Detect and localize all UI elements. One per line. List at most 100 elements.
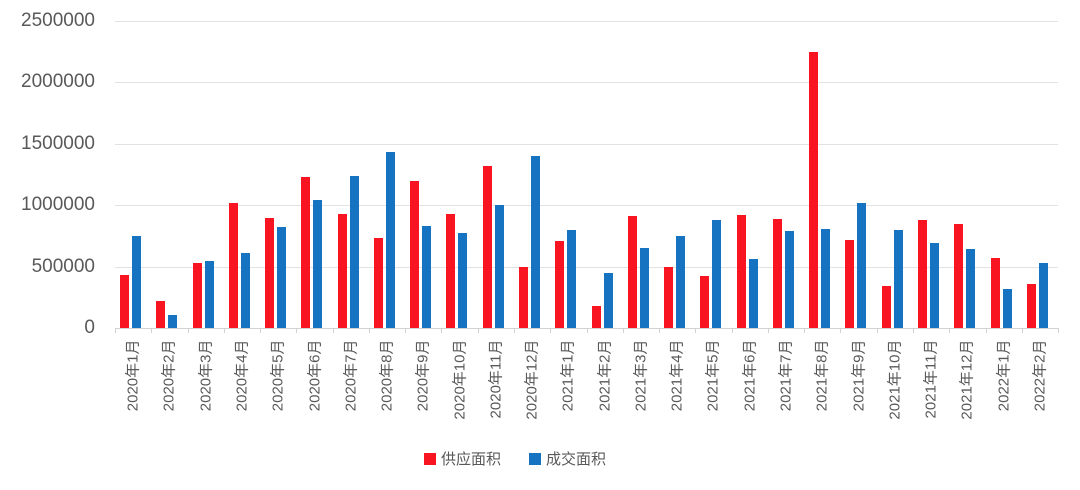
x-tick-label: 2020年8月	[378, 339, 396, 411]
x-tick-label: 2021年1月	[559, 339, 577, 411]
bar-transaction-2021年8月	[821, 228, 831, 328]
bar-transaction-2020年6月	[313, 200, 323, 328]
gridline	[115, 82, 1058, 84]
x-axis-tick	[1058, 328, 1059, 333]
x-tick-label: 2021年5月	[704, 339, 722, 411]
x-axis-tick	[695, 328, 697, 333]
x-tick-label: 2021年8月	[813, 339, 831, 411]
bar-supply-2021年4月	[664, 266, 673, 328]
x-axis-tick	[586, 328, 588, 333]
bar-supply-2020年3月	[192, 262, 202, 328]
gridline	[115, 205, 1058, 207]
bar-transaction-2020年2月	[168, 314, 178, 328]
x-axis-tick	[876, 328, 878, 333]
x-tick-label: 2020年4月	[233, 339, 251, 411]
x-axis-tick	[912, 328, 914, 333]
bar-supply-2022年2月	[1026, 283, 1036, 328]
legend-item-transaction-area: 成交面积	[529, 452, 606, 467]
x-tick-label: 2020年7月	[342, 339, 360, 411]
bar-supply-2020年9月	[410, 180, 420, 328]
x-tick-label: 2020年11月	[487, 339, 505, 418]
bar-transaction-2021年7月	[784, 231, 794, 328]
y-tick-label: 2500000	[21, 10, 95, 31]
x-tick-label: 2021年11月	[922, 339, 940, 418]
x-axis-tick	[477, 328, 479, 333]
bar-transaction-2021年1月	[567, 229, 577, 328]
bar-supply-2021年5月	[700, 276, 710, 328]
bar-supply-2021年8月	[809, 51, 819, 328]
bar-transaction-2021年6月	[748, 259, 758, 328]
x-axis-tick	[405, 328, 407, 333]
bar-supply-2021年12月	[954, 223, 964, 328]
x-axis-tick	[767, 328, 769, 333]
bar-transaction-2021年2月	[603, 272, 613, 328]
bar-supply-2021年7月	[772, 218, 782, 328]
bar-supply-2020年7月	[337, 213, 347, 328]
bar-transaction-2020年12月	[531, 156, 540, 328]
x-tick-label: 2020年5月	[269, 339, 287, 411]
x-axis-tick	[985, 328, 987, 333]
x-axis-tick	[260, 328, 262, 333]
bar-transaction-2022年2月	[1038, 262, 1048, 328]
x-tick-label: 2021年7月	[777, 339, 795, 411]
x-axis-tick	[804, 328, 806, 333]
x-axis-tick	[187, 328, 189, 333]
bar-supply-2020年11月	[482, 165, 492, 328]
x-tick-label: 2020年2月	[160, 339, 178, 411]
x-axis-tick	[514, 328, 515, 333]
bar-supply-2021年6月	[736, 215, 746, 328]
x-axis-tick	[368, 328, 370, 333]
bar-transaction-2021年11月	[929, 243, 939, 328]
bar-transaction-2021年9月	[857, 202, 867, 328]
bar-transaction-2020年4月	[240, 253, 250, 328]
x-tick-label: 2020年12月	[523, 339, 541, 420]
bar-transaction-2021年4月	[676, 235, 685, 328]
bar-supply-2021年1月	[555, 240, 565, 328]
bar-supply-2021年2月	[591, 305, 601, 328]
bar-supply-2021年9月	[845, 239, 855, 328]
x-tick-label: 2020年10月	[451, 339, 469, 420]
y-tick-label: 2000000	[21, 71, 95, 93]
x-tick-label: 2021年12月	[958, 339, 976, 420]
x-tick-label: 2021年4月	[668, 339, 686, 411]
bar-transaction-2020年9月	[422, 226, 432, 328]
x-axis-tick	[840, 328, 842, 333]
bar-transaction-2020年11月	[494, 205, 504, 328]
bar-supply-2020年8月	[373, 238, 383, 328]
x-tick-label: 2022年2月	[1031, 339, 1049, 411]
bar-transaction-2020年1月	[132, 235, 141, 328]
legend-swatch-transaction-icon	[529, 453, 541, 465]
bar-transaction-2020年7月	[349, 175, 359, 328]
bar-transaction-2020年8月	[385, 152, 395, 328]
x-tick-label: 2020年9月	[414, 339, 432, 411]
bar-supply-2022年1月	[990, 258, 1000, 328]
x-tick-label: 2021年6月	[741, 339, 759, 411]
legend-item-supply-area: 供应面积	[423, 452, 501, 467]
x-axis-tick	[622, 328, 624, 333]
x-axis-tick	[949, 328, 951, 333]
bar-transaction-2022年1月	[1002, 288, 1012, 328]
x-tick-label: 2021年3月	[632, 339, 650, 411]
bar-transaction-2021年10月	[893, 229, 903, 328]
y-tick-label: 1000000	[21, 194, 95, 216]
legend-swatch-supply-icon	[423, 453, 436, 465]
bar-supply-2020年6月	[301, 177, 311, 328]
bar-transaction-2021年5月	[712, 219, 722, 328]
x-axis-tick	[296, 328, 298, 333]
x-axis-tick	[1021, 328, 1023, 333]
x-tick-label: 2021年9月	[850, 339, 867, 411]
x-tick-label: 2022年1月	[995, 339, 1013, 411]
x-tick-label: 2021年10月	[886, 339, 904, 420]
y-tick-label: 500000	[31, 255, 95, 277]
y-tick-label: 1500000	[21, 132, 95, 154]
gridline	[115, 143, 1058, 145]
gridline	[115, 21, 1058, 22]
x-axis-tick	[731, 328, 733, 333]
x-tick-label: 2021年2月	[596, 339, 614, 411]
bar-transaction-2021年12月	[966, 249, 976, 328]
legend: 供应面积 成交面积	[0, 447, 1030, 471]
bar-supply-2021年3月	[627, 216, 637, 328]
x-axis-tick	[441, 328, 443, 333]
bar-supply-2020年1月	[120, 275, 129, 328]
